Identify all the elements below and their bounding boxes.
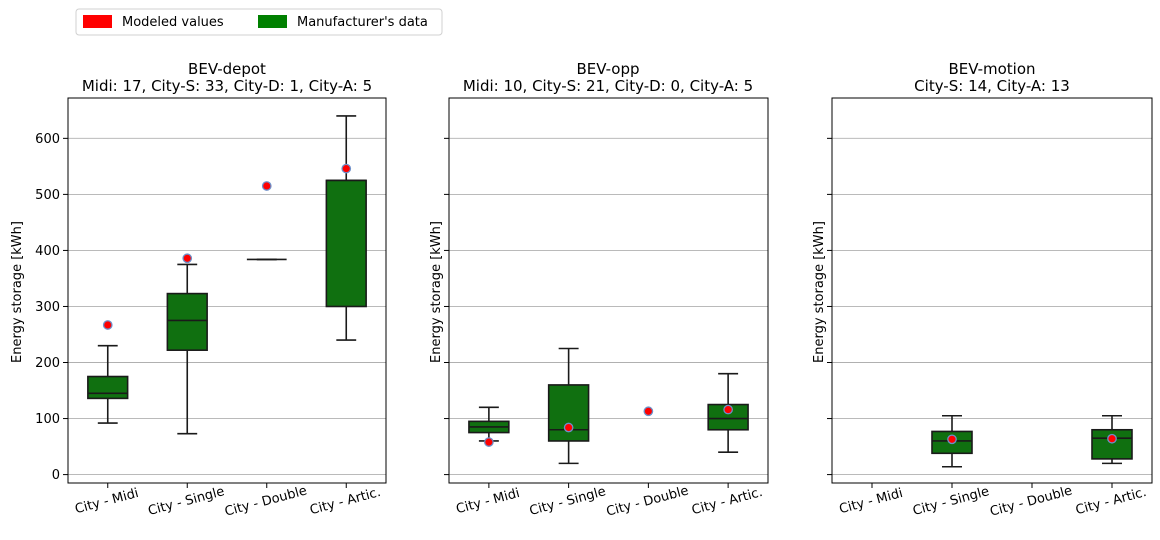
modeled-point <box>723 404 733 415</box>
legend: Modeled values Manufacturer's data <box>75 8 443 36</box>
box-city-midi <box>87 344 129 424</box>
y-tick-label: 100 <box>35 412 60 427</box>
box-city-single <box>547 347 590 465</box>
modeled-point <box>563 422 574 433</box>
y-tick-label: 300 <box>35 300 60 315</box>
x-tick-label: City - Double <box>605 483 691 519</box>
box-iqr <box>1091 428 1133 460</box>
box-city-artic <box>1091 414 1133 465</box>
x-tick-label: City - Artic. <box>1074 485 1148 518</box>
box-iqr <box>87 375 129 400</box>
y-tick-label: 200 <box>35 356 60 371</box>
y-tick-label: 400 <box>35 244 60 259</box>
x-tick-label: City - Single <box>528 484 608 519</box>
modeled-point <box>341 163 352 174</box>
panel-bev-motion: BEV-motion City-S: 14, City-A: 13 Energy… <box>812 60 1153 520</box>
y-axis-label: Energy storage [kWh] <box>429 221 444 363</box>
modeled-point <box>947 434 957 445</box>
y-tick-label: 500 <box>35 188 60 203</box>
box-city-midi <box>468 406 510 442</box>
panel-bev-depot: BEV-depot Midi: 17, City-S: 33, City-D: … <box>10 60 387 520</box>
legend-swatch-manufacturer <box>258 15 287 28</box>
panel-subtitle: City-S: 14, City-A: 13 <box>914 77 1070 95</box>
x-tick-label: City - Midi <box>838 486 905 517</box>
plot-frame <box>67 97 387 484</box>
box-city-single <box>166 263 208 435</box>
box-iqr <box>547 384 590 442</box>
modeled-point <box>261 181 272 191</box>
legend-swatch-modeled <box>83 15 112 28</box>
modeled-point <box>1107 433 1117 444</box>
panel-title: BEV-opp <box>576 60 639 78</box>
plot-frame <box>831 97 1153 484</box>
panel-subtitle: Midi: 10, City-S: 21, City-D: 0, City-A:… <box>463 77 753 95</box>
modeled-point <box>182 253 193 264</box>
modeled-point <box>484 437 494 447</box>
x-tick-label: City - Double <box>223 483 309 519</box>
panel-subtitle: Midi: 17, City-S: 33, City-D: 1, City-A:… <box>82 77 372 95</box>
panel-title: BEV-depot <box>188 60 266 78</box>
modeled-point <box>102 320 113 330</box>
x-tick-label: City - Single <box>147 484 227 519</box>
y-axis-label: Energy storage [kWh] <box>10 221 25 363</box>
box-iqr <box>325 179 367 308</box>
panel-bev-opp: BEV-opp Midi: 10, City-S: 21, City-D: 0,… <box>429 60 769 520</box>
y-tick-label: 0 <box>52 468 60 483</box>
legend-label-modeled: Modeled values <box>122 15 224 30</box>
x-tick-label: City - Midi <box>455 486 522 517</box>
x-tick-label: City - Artic. <box>690 485 764 518</box>
plot-frame <box>448 97 769 484</box>
x-tick-label: City - Double <box>988 483 1074 519</box>
x-tick-label: City - Midi <box>73 486 140 517</box>
legend-label-manufacturer: Manufacturer's data <box>297 15 428 30</box>
modeled-point <box>643 406 654 417</box>
panel-title: BEV-motion <box>948 60 1035 78</box>
x-tick-label: City - Artic. <box>308 485 382 518</box>
x-tick-label: City - Single <box>911 484 991 519</box>
box-city-artic <box>325 115 367 341</box>
box-iqr <box>166 292 208 351</box>
y-axis-label: Energy storage [kWh] <box>812 221 827 363</box>
y-tick-label: 600 <box>35 132 60 147</box>
